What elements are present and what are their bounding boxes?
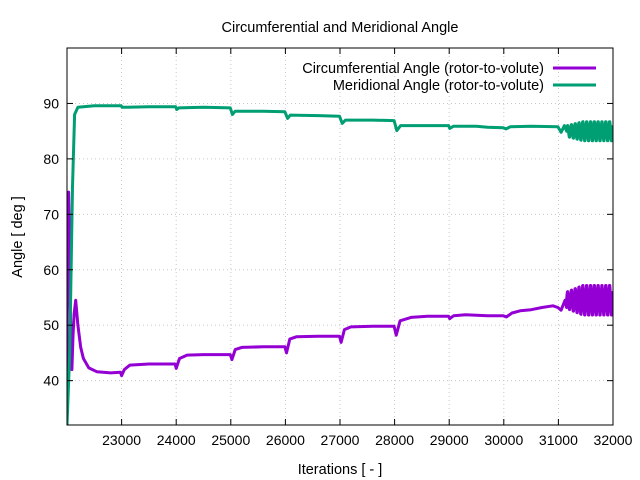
x-tick-label: 26000 bbox=[266, 432, 305, 448]
x-tick-label: 27000 bbox=[321, 432, 360, 448]
x-tick-label: 32000 bbox=[594, 432, 633, 448]
axis-ticks: 23000 24000 25000 26000 27000 28000 29000 30000… bbox=[43, 48, 633, 448]
x-tick-label: 30000 bbox=[484, 432, 523, 448]
y-tick-label: 40 bbox=[43, 373, 59, 389]
legend: Circumferential Angle (rotor-to-volute) … bbox=[302, 61, 596, 94]
x-tick-label: 23000 bbox=[102, 432, 141, 448]
x-tick-label: 28000 bbox=[375, 432, 414, 448]
chart-title: Circumferential and Meridional Angle bbox=[222, 20, 459, 36]
grid bbox=[67, 48, 614, 425]
x-tick-label: 24000 bbox=[157, 432, 196, 448]
x-tick-label: 29000 bbox=[430, 432, 469, 448]
y-axis-label: Angle [ deg ] bbox=[10, 196, 26, 277]
y-tick-label: 90 bbox=[43, 95, 59, 111]
x-axis-label: Iterations [ - ] bbox=[298, 462, 383, 478]
y-tick-label: 70 bbox=[43, 206, 59, 222]
series-line-circumferential bbox=[67, 190, 613, 425]
x-tick-label: 25000 bbox=[211, 432, 250, 448]
legend-label-circumferential: Circumferential Angle (rotor-to-volute) bbox=[302, 61, 544, 77]
y-tick-label: 80 bbox=[43, 151, 59, 167]
legend-label-meridional: Meridional Angle (rotor-to-volute) bbox=[333, 78, 544, 94]
series-line-meridional bbox=[67, 104, 613, 425]
y-tick-label: 50 bbox=[43, 317, 59, 333]
y-tick-label: 60 bbox=[43, 262, 59, 278]
x-tick-label: 31000 bbox=[539, 432, 578, 448]
series-layer bbox=[67, 104, 613, 425]
